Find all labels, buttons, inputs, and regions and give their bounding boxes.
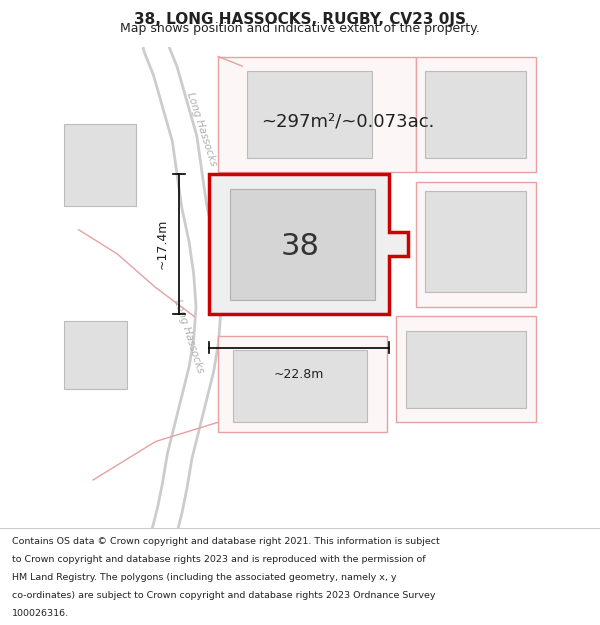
- Text: 100026316.: 100026316.: [12, 609, 69, 618]
- Polygon shape: [230, 189, 374, 299]
- Text: to Crown copyright and database rights 2023 and is reproduced with the permissio: to Crown copyright and database rights 2…: [12, 555, 425, 564]
- Polygon shape: [415, 182, 536, 307]
- Text: Map shows position and indicative extent of the property.: Map shows position and indicative extent…: [120, 22, 480, 35]
- Polygon shape: [396, 316, 536, 422]
- Text: ~297m²/~0.073ac.: ~297m²/~0.073ac.: [262, 112, 435, 131]
- Polygon shape: [425, 191, 526, 292]
- Polygon shape: [425, 71, 526, 158]
- Text: HM Land Registry. The polygons (including the associated geometry, namely x, y: HM Land Registry. The polygons (includin…: [12, 572, 397, 582]
- Polygon shape: [64, 124, 136, 206]
- Polygon shape: [406, 331, 526, 408]
- Polygon shape: [64, 321, 127, 389]
- Polygon shape: [247, 71, 372, 158]
- Text: ~22.8m: ~22.8m: [274, 368, 324, 381]
- Text: Contains OS data © Crown copyright and database right 2021. This information is : Contains OS data © Crown copyright and d…: [12, 537, 440, 546]
- Text: 38, LONG HASSOCKS, RUGBY, CV23 0JS: 38, LONG HASSOCKS, RUGBY, CV23 0JS: [134, 12, 466, 27]
- Polygon shape: [218, 336, 386, 432]
- Text: Long Hassocks: Long Hassocks: [185, 91, 218, 167]
- Text: co-ordinates) are subject to Crown copyright and database rights 2023 Ordnance S: co-ordinates) are subject to Crown copyr…: [12, 591, 436, 599]
- Polygon shape: [209, 174, 408, 314]
- Polygon shape: [233, 350, 367, 423]
- Text: ~17.4m: ~17.4m: [155, 219, 168, 269]
- Polygon shape: [415, 56, 536, 172]
- Polygon shape: [218, 56, 415, 172]
- Text: 38: 38: [281, 232, 320, 261]
- Text: Long Hassocks: Long Hassocks: [172, 298, 205, 374]
